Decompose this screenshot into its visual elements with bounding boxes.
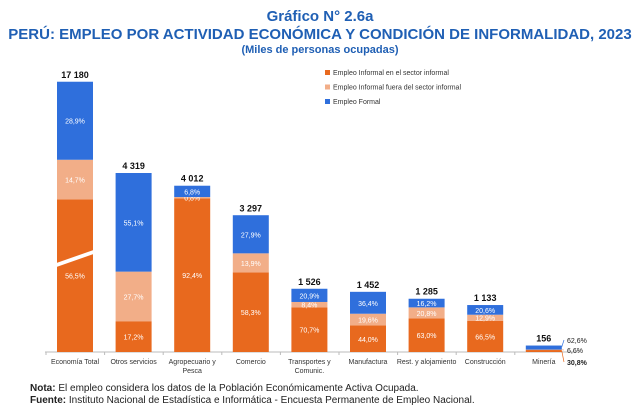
legend-swatch: [325, 70, 330, 75]
data-label: 92,4%: [182, 273, 202, 280]
legend-swatch: [325, 99, 330, 104]
bar-segment: [174, 197, 211, 199]
total-label: 4 319: [122, 161, 145, 171]
bar-segment: [174, 198, 211, 352]
data-label: 28,9%: [65, 119, 85, 126]
bar-segment: [408, 318, 445, 352]
bar-segment: [291, 301, 328, 308]
category-label: Construcción: [465, 359, 506, 366]
callout-line: [561, 350, 565, 363]
bar-segment: [291, 307, 328, 352]
data-label: 44,0%: [358, 337, 378, 344]
total-label: 17 180: [61, 70, 89, 80]
note: Nota: El empleo considera los datos de l…: [30, 383, 419, 394]
data-label: 0,8%: [184, 196, 200, 203]
data-label: 66,5%: [475, 334, 495, 341]
data-label: 30,8%: [567, 360, 588, 367]
total-label: 4 012: [181, 174, 204, 184]
chart-subtitle: PERÚ: EMPLEO POR ACTIVIDAD ECONÓMICA Y C…: [8, 26, 632, 43]
bar-segment: [525, 345, 562, 350]
total-label: 156: [536, 334, 551, 344]
data-label: 8,4%: [301, 303, 317, 310]
data-label: 20,6%: [475, 308, 495, 315]
data-label: 70,7%: [299, 328, 319, 335]
data-label: 6,8%: [184, 189, 200, 196]
bar-segment: [115, 321, 152, 352]
bar-segment: [467, 314, 504, 321]
data-label: 13,9%: [241, 261, 261, 268]
data-label: 16,2%: [417, 301, 437, 308]
total-label: 1 526: [298, 277, 321, 287]
bar-segment: [350, 325, 386, 352]
data-label: 56,5%: [65, 274, 85, 281]
data-label: 19,6%: [358, 318, 378, 325]
bar-segment: [291, 288, 328, 302]
category-label: Pesca: [182, 368, 202, 375]
source: Fuente: Instituto Nacional de Estadístic…: [30, 395, 475, 406]
category-label: Economía Total: [51, 359, 100, 366]
category-label: Agropecuario y: [169, 359, 217, 366]
data-label: 20,9%: [299, 293, 319, 300]
category-label: Minería: [532, 359, 555, 366]
bar-segment: [115, 271, 152, 322]
data-label: 63,0%: [417, 333, 437, 340]
data-label: 27,7%: [124, 294, 144, 301]
data-label: 27,9%: [241, 232, 261, 239]
legend-label: Empleo Informal en el sector informal: [333, 70, 449, 77]
category-label: Rest. y alojamiento: [397, 359, 457, 366]
total-label: 3 297: [240, 203, 263, 213]
legend-label: Empleo Formal: [333, 99, 381, 106]
bar-segment: [115, 173, 152, 272]
category-label: Otros servicios: [110, 359, 157, 366]
data-label: 6,6%: [567, 348, 583, 355]
bar-segment: [232, 272, 269, 352]
data-label: 17,2%: [124, 335, 144, 342]
total-label: 1 133: [474, 293, 497, 303]
bar-segment: [525, 349, 562, 351]
total-label: 1 285: [415, 287, 438, 297]
data-label: 14,7%: [65, 178, 85, 185]
category-label: Comercio: [236, 359, 266, 366]
data-label: 58,3%: [241, 310, 261, 317]
bar-segment: [525, 350, 562, 352]
category-label: Transportes y: [288, 359, 331, 366]
bar-segment: [57, 81, 93, 160]
total-label: 1 452: [357, 280, 380, 290]
callout-line: [561, 339, 565, 347]
category-label: Manufactura: [349, 359, 388, 366]
data-label: 12,9%: [475, 316, 495, 323]
bar-segment: [408, 298, 445, 308]
bar-segment: [350, 313, 386, 326]
data-label: 62,6%: [567, 338, 587, 345]
bar-segment: [174, 185, 211, 198]
bar-segment: [232, 253, 269, 273]
bar-segment: [467, 305, 504, 315]
chart-title: Gráfico N° 2.6a: [266, 8, 374, 25]
axis-break-mark: [55, 249, 95, 268]
chart-unit: (Miles de personas ocupadas): [241, 44, 399, 56]
bar-segment: [57, 159, 93, 200]
bar-segment: [467, 320, 504, 352]
bar-segment: [57, 199, 93, 352]
data-label: 55,1%: [124, 220, 144, 227]
data-label: 36,4%: [358, 301, 378, 308]
bar-segment: [408, 307, 445, 319]
bar-segment: [232, 215, 269, 254]
bar-segment: [350, 291, 386, 314]
legend-swatch: [325, 84, 330, 90]
data-label: 20,8%: [417, 311, 437, 318]
legend-label: Empleo Informal fuera del sector informa…: [333, 85, 461, 92]
category-label: Comunic.: [295, 368, 325, 375]
